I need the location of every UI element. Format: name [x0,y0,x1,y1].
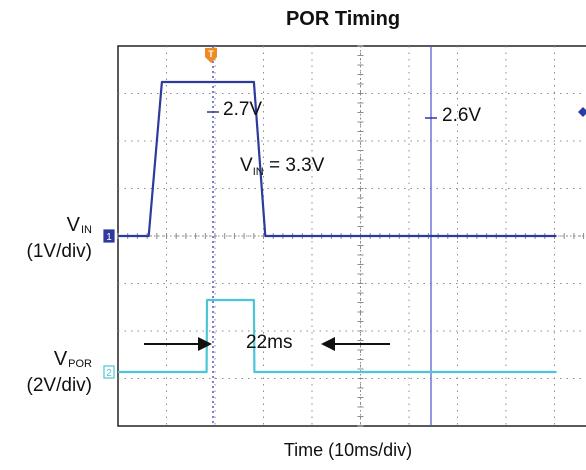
vpor-channel-label: VPOR (2V/div) [0,348,92,397]
trigger-marker-label: T [208,49,214,59]
x-axis-label: Time (10ms/div) [283,440,413,460]
channel-marker-label-1: 1 [106,232,112,243]
trace-vin [118,80,557,238]
vin-channel-label: VIN (1V/div) [0,214,92,263]
vin-channel-scale: (1V/div) [26,241,92,262]
channel-marker-1 [103,229,115,243]
vin-level-label: VIN = 3.3V [240,155,325,178]
trigger-marker [205,48,217,63]
annotations: 2.7V 2.6V VIN = 3.3V 22ms [144,99,481,353]
vpor-channel-name: VPOR [53,348,92,370]
delay-arrowhead-left [198,337,212,351]
trace-vpor [118,298,557,374]
vin-channel-name: VIN [66,214,92,236]
vpor-channel-scale: (2V/div) [26,375,92,396]
traces: 1 2 T [103,46,586,426]
threshold-fall-label: 2.6V [442,105,481,126]
threshold-rise-label: 2.7V [223,99,262,120]
channel-marker-label-2: 2 [106,368,112,379]
delay-arrowhead-right [321,337,335,351]
chart-title: POR Timing [285,8,401,30]
cursor-readout-marker [578,107,586,117]
channel-marker-2 [103,365,115,379]
delay-label: 22ms [246,332,292,353]
